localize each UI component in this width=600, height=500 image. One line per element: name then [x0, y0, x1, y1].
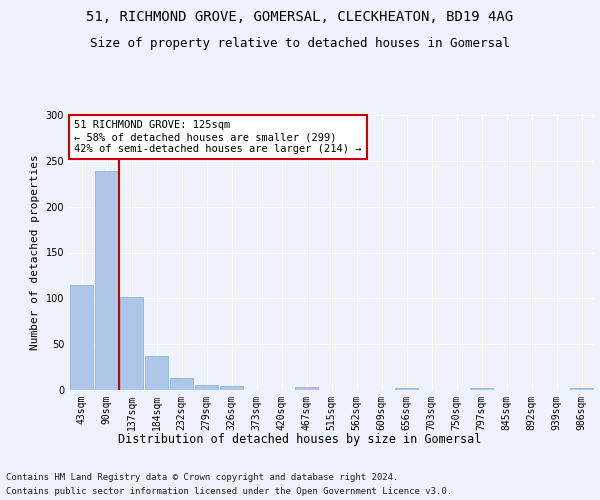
Bar [70, 284, 93, 390]
Text: 51 RICHMOND GROVE: 125sqm
← 58% of detached houses are smaller (299)
42% of semi: 51 RICHMOND GROVE: 125sqm ← 58% of detac… [74, 120, 362, 154]
Bar [570, 388, 593, 390]
Bar [120, 298, 143, 390]
Bar [170, 378, 193, 390]
Text: Contains HM Land Registry data © Crown copyright and database right 2024.: Contains HM Land Registry data © Crown c… [6, 472, 398, 482]
Text: Contains public sector information licensed under the Open Government Licence v3: Contains public sector information licen… [6, 488, 452, 496]
Bar [220, 386, 243, 390]
Bar [470, 388, 493, 390]
Text: 51, RICHMOND GROVE, GOMERSAL, CLECKHEATON, BD19 4AG: 51, RICHMOND GROVE, GOMERSAL, CLECKHEATO… [86, 10, 514, 24]
Bar [395, 388, 418, 390]
Y-axis label: Number of detached properties: Number of detached properties [30, 154, 40, 350]
Text: Distribution of detached houses by size in Gomersal: Distribution of detached houses by size … [118, 432, 482, 446]
Bar [295, 387, 318, 390]
Text: Size of property relative to detached houses in Gomersal: Size of property relative to detached ho… [90, 38, 510, 51]
Bar [195, 386, 218, 390]
Bar [95, 171, 118, 390]
Bar [145, 356, 168, 390]
